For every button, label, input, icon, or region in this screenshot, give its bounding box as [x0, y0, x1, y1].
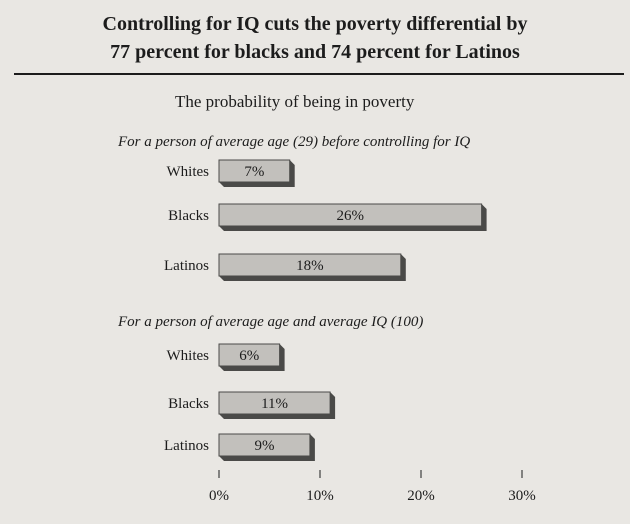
category-label-p1-blacks: Blacks: [168, 208, 209, 224]
category-label-p1-whites: Whites: [167, 164, 210, 180]
bar-shadow-p2-latinos: [219, 434, 315, 461]
bar-p1-latinos: [218, 253, 402, 277]
value-label-p1-latinos: 18%: [296, 258, 324, 274]
bar-shadow-p1-whites: [219, 160, 295, 187]
title-divider: [14, 73, 624, 75]
bar-p2-whites: [218, 343, 281, 367]
chart-title-line-2: 77 percent for blacks and 74 percent for…: [110, 41, 520, 63]
bar-shadow-p1-blacks: [219, 204, 487, 231]
category-label-p2-whites: Whites: [167, 348, 210, 364]
category-label-p2-blacks: Blacks: [168, 396, 209, 412]
category-label-p2-latinos: Latinos: [164, 438, 209, 454]
x-tick-label-0: 0%: [209, 488, 229, 504]
value-label-p2-whites: 6%: [239, 348, 259, 364]
value-label-p1-whites: 7%: [244, 164, 264, 180]
bar-shadow-p2-blacks: [219, 392, 336, 419]
value-label-p1-blacks: 26%: [337, 208, 365, 224]
bar-p2-blacks: [218, 391, 331, 415]
bar-p1-whites: [218, 159, 291, 183]
bar-p2-latinos: [218, 433, 311, 457]
bar-shadow-p2-whites: [219, 344, 285, 371]
bar-shadow-p1-latinos: [219, 254, 406, 281]
value-label-p2-blacks: 11%: [261, 396, 288, 412]
bar-p1-blacks: [218, 203, 483, 227]
chart-subtitle: The probability of being in poverty: [175, 92, 415, 111]
chart-title-line-1: Controlling for IQ cuts the poverty diff…: [102, 13, 528, 35]
panel-2-heading: For a person of average age and average …: [118, 314, 424, 330]
category-label-p1-latinos: Latinos: [164, 258, 209, 274]
value-label-p2-latinos: 9%: [254, 438, 274, 454]
x-tick-label-30: 30%: [508, 488, 536, 504]
x-tick-label-20: 20%: [407, 488, 435, 504]
panel-1-heading: For a person of average age (29) before …: [118, 134, 471, 150]
chart-title: Controlling for IQ cuts the poverty diff…: [0, 10, 630, 66]
x-tick-label-10: 10%: [306, 488, 334, 504]
